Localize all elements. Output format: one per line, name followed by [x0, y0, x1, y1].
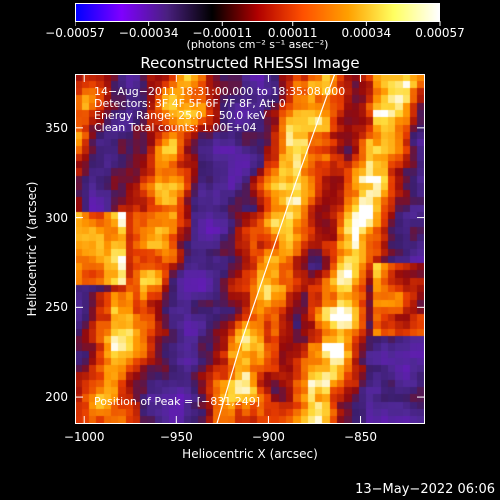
solar-limb-line: [216, 74, 336, 424]
colorbar-tick-label: 0.00057: [415, 26, 465, 40]
annotation-clean-counts: Clean Total counts: 1.00E+04: [94, 121, 257, 134]
annotation-energy-range: Energy Range: 25.0 − 50.0 keV: [94, 109, 268, 122]
y-axis-tick-labels: 200 250 300 350: [0, 74, 70, 424]
colorbar-ticks: [75, 21, 441, 26]
x-axis-tick-label: −900: [251, 430, 285, 444]
x-axis-tick-label: −850: [344, 430, 377, 444]
y-axis-tick-label: 300: [45, 210, 68, 225]
y-axis-label: Heliocentric Y (arcsec): [25, 181, 39, 317]
annotation-detectors: Detectors: 3F 4F 5F 6F 7F 8F, Att 0: [94, 97, 286, 110]
colorbar-units-label: (photons cm⁻² s⁻¹ asec⁻²): [186, 38, 329, 51]
heatmap-image: [75, 74, 425, 424]
plot-area: 14−Aug−2011 18:31:00.000 to 18:35:08.000…: [75, 74, 425, 424]
colorbar-tick-label: −0.00011: [192, 26, 253, 40]
chart-title: Reconstructed RHESSI Image: [140, 54, 360, 72]
y-axis-tick-label: 350: [45, 120, 68, 135]
x-axis-tick-labels: −1000 −950 −900 −850: [64, 430, 425, 446]
y-axis-tick-label: 250: [45, 300, 68, 315]
colorbar-tick-label: 0.00034: [341, 26, 392, 40]
x-axis-label: Heliocentric X (arcsec): [182, 447, 318, 461]
colorbar-tick-labels: −0.00057 −0.00034 −0.00011 0.00011 0.00034 0.…: [45, 26, 465, 40]
colorbar-tick-label: 0.00011: [267, 26, 318, 40]
y-axis-tick-label: 200: [45, 390, 68, 405]
colorbar-tick-label: −0.00034: [118, 26, 179, 40]
footer-timestamp: 13−May−2022 06:06: [355, 482, 495, 497]
observation-info: 14−Aug−2011 18:31:00.000 to 18:35:08.000…: [94, 86, 345, 134]
x-axis-tick-label: −1000: [63, 430, 105, 444]
plot-overlay: [75, 74, 425, 424]
colorbar-tick-label: −0.00057: [45, 26, 105, 40]
annotation-time-range: 14−Aug−2011 18:31:00.000 to 18:35:08.000: [94, 85, 346, 98]
colorbar-gradient: [76, 4, 439, 21]
plot-frame: [75, 74, 425, 424]
colorbar: [75, 3, 440, 22]
x-axis-tick-label: −950: [159, 430, 193, 444]
peak-position-label: Position of Peak = [−831,249]: [94, 395, 261, 408]
